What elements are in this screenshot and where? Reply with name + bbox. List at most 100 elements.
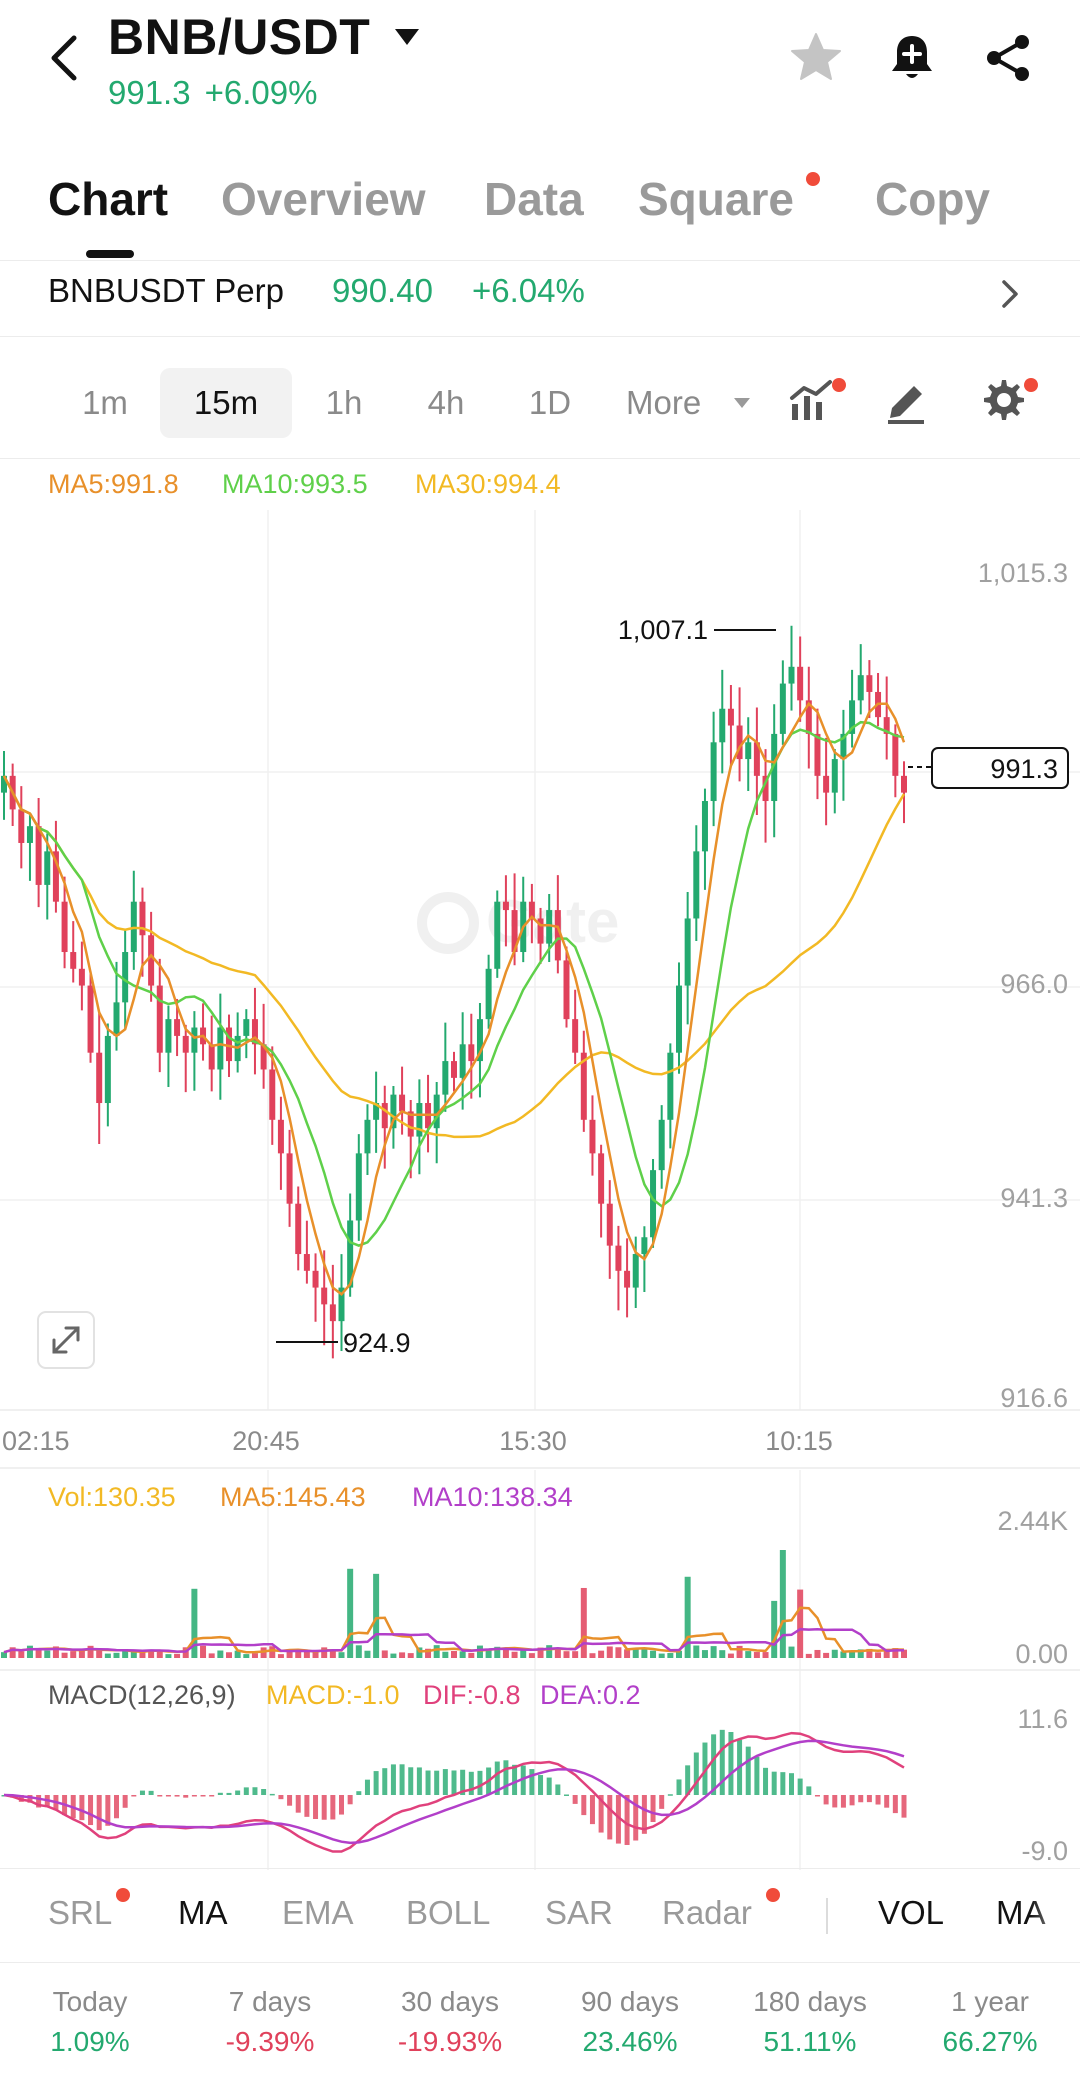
volume-bar: [373, 1573, 380, 1658]
chart-area[interactable]: MA5:991.8 MA10:993.5 MA30:994.4 Gate 1,0…: [0, 460, 1080, 1870]
indicator-ema[interactable]: EMA: [282, 1894, 354, 1931]
star-icon[interactable]: [788, 30, 844, 86]
draw-pencil-icon[interactable]: [880, 374, 932, 426]
interval-15m[interactable]: 15m: [160, 368, 292, 438]
volume-bar: [303, 1651, 310, 1658]
volume-bar: [390, 1653, 397, 1658]
candle-body: [104, 1035, 111, 1104]
macd-bar: [667, 1794, 673, 1796]
tab-chart[interactable]: Chart: [48, 173, 169, 225]
macd-bar: [633, 1795, 639, 1841]
candle-body: [883, 717, 890, 734]
macd-bar: [131, 1795, 137, 1797]
macd-bar: [780, 1772, 786, 1795]
candle-body: [174, 1019, 181, 1036]
indicator-ma[interactable]: MA: [178, 1894, 228, 1931]
candle-body: [321, 1287, 328, 1305]
macd-bar: [693, 1752, 699, 1795]
candle-body: [35, 826, 42, 885]
return-180d: 180 days 51.11%: [725, 1986, 895, 2058]
indicator-srl[interactable]: SRL: [48, 1894, 113, 1931]
macd-bar: [339, 1795, 344, 1815]
candle-body: [840, 733, 847, 760]
macd-bar: [494, 1761, 500, 1795]
volume-bar: [87, 1645, 94, 1658]
interval-more[interactable]: More: [626, 384, 702, 421]
macd-bar: [659, 1795, 665, 1809]
volume-bar: [563, 1651, 570, 1658]
interval-1m[interactable]: 1m: [82, 384, 128, 421]
caret-down-icon: [734, 398, 750, 408]
volume-bar: [18, 1651, 25, 1658]
candle-body: [122, 952, 129, 1003]
volume-bar: [208, 1653, 215, 1658]
macd-bar: [624, 1795, 630, 1845]
settings-gear-icon[interactable]: [976, 374, 1028, 426]
candle-body: [312, 1270, 319, 1288]
volume-bar: [321, 1647, 328, 1658]
volume-bar: [416, 1647, 423, 1658]
candle-body: [563, 960, 570, 1020]
volume-bar: [113, 1652, 120, 1658]
return-label: 30 days: [400, 1986, 500, 2017]
macd-bar: [823, 1795, 829, 1805]
macd-bar: [806, 1786, 812, 1795]
macd-bar: [728, 1732, 734, 1795]
price-chart[interactable]: MA5:991.8 MA10:993.5 MA30:994.4 Gate 1,0…: [0, 460, 1080, 1870]
perp-row[interactable]: BNBUSDT Perp 990.40 +6.04%: [0, 262, 1080, 334]
volume-bar: [840, 1651, 847, 1658]
volume-bar: [598, 1650, 605, 1658]
tab-overview[interactable]: Overview: [221, 173, 426, 225]
header: BNB/USDT 991.3 +6.09%: [0, 0, 1080, 130]
macd-bar: [174, 1795, 180, 1797]
interval-4h[interactable]: 4h: [427, 384, 465, 421]
macd-bar: [304, 1795, 310, 1817]
volume-bar: [771, 1600, 778, 1658]
expand-button[interactable]: [37, 1311, 95, 1369]
volume-bar: [580, 1587, 587, 1658]
macd-bar: [685, 1765, 691, 1795]
candle-body: [572, 1019, 579, 1053]
macd-bar: [36, 1795, 42, 1808]
indicator-bar: SRL MA EMA BOLL SAR Radar VOL MA: [0, 1870, 1080, 1960]
macd-bar: [555, 1784, 561, 1795]
macd-bar: [79, 1795, 85, 1821]
macd-bar: [217, 1792, 223, 1795]
indicator-radar[interactable]: Radar: [662, 1894, 752, 1931]
pair-title[interactable]: BNB/USDT: [108, 9, 371, 65]
volume-bar: [736, 1645, 743, 1658]
caret-down-icon[interactable]: [392, 26, 422, 48]
share-icon[interactable]: [980, 30, 1036, 86]
indicator-chart-icon[interactable]: [786, 374, 838, 426]
macd-bar: [425, 1770, 431, 1795]
tab-square[interactable]: Square: [638, 173, 794, 225]
macd-bar: [416, 1767, 422, 1795]
indicator-boll[interactable]: BOLL: [406, 1894, 491, 1931]
vol-tick: 0.00: [1015, 1639, 1068, 1669]
candle-body: [52, 851, 59, 902]
candle-body: [373, 1103, 380, 1120]
interval-1d[interactable]: 1D: [528, 384, 572, 421]
volume-bar: [615, 1647, 622, 1658]
candle-body: [338, 1287, 345, 1322]
volume-bar: [139, 1650, 146, 1658]
volume-bar: [295, 1651, 302, 1658]
tab-copy[interactable]: Copy: [875, 173, 990, 225]
tab-data[interactable]: Data: [484, 173, 584, 225]
candle-body: [676, 985, 682, 1053]
candle-body: [615, 1245, 622, 1271]
candle-body: [606, 1203, 613, 1246]
candle-body: [866, 675, 873, 692]
volume-bar: [901, 1649, 907, 1658]
bell-plus-icon[interactable]: [884, 30, 940, 86]
macd-bar: [641, 1795, 647, 1834]
perp-price: 990.40: [332, 272, 433, 309]
indicator-vol[interactable]: VOL: [878, 1894, 945, 1931]
back-arrow-icon[interactable]: [42, 30, 88, 86]
x-tick: 02:15: [2, 1426, 70, 1456]
y-tick: 941.3: [1000, 1183, 1068, 1213]
indicator-sar[interactable]: SAR: [545, 1894, 613, 1931]
macd-bar: [745, 1746, 751, 1795]
macd-dif: DIF:-0.8: [423, 1680, 521, 1710]
interval-1h[interactable]: 1h: [325, 384, 363, 421]
